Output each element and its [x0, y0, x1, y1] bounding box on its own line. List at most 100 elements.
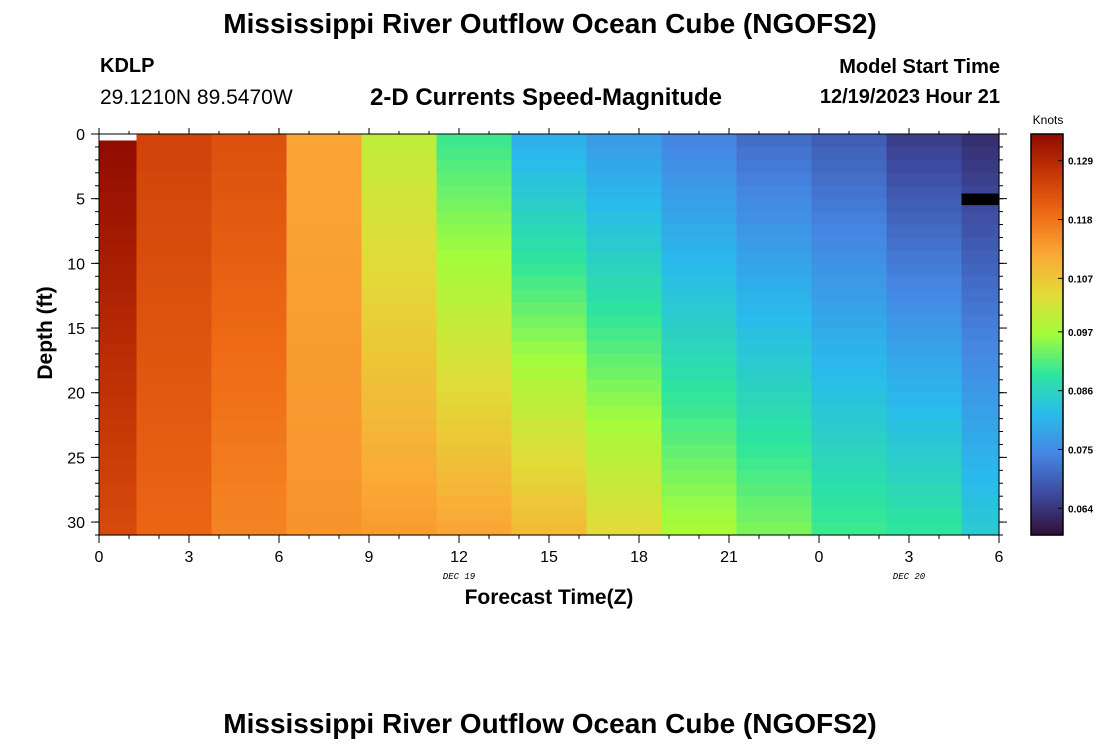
colorbar-segment — [1031, 381, 1063, 386]
heatmap-cell — [811, 340, 888, 355]
heatmap-cell — [211, 496, 288, 510]
heatmap-cell — [511, 159, 588, 174]
heatmap-cell — [286, 237, 363, 252]
colorbar-segment — [1031, 197, 1063, 202]
heatmap-cell — [886, 211, 963, 226]
heatmap-cell — [361, 392, 438, 407]
colorbar-tick-label: 0.075 — [1068, 445, 1093, 456]
heatmap-cell — [286, 263, 363, 277]
heatmap-cell — [361, 211, 438, 226]
heatmap-cell — [511, 392, 588, 407]
colorbar-segment — [1031, 374, 1063, 379]
heatmap-cell — [511, 509, 588, 523]
heatmap-cell — [811, 470, 888, 484]
heatmap-cell — [361, 224, 438, 239]
heatmap-cell — [661, 250, 738, 264]
heatmap-cell — [586, 457, 663, 471]
heatmap-cell — [886, 522, 963, 536]
x-tick-label: 15 — [540, 549, 558, 566]
colorbar-tick-label: 0.129 — [1068, 157, 1093, 168]
heatmap-cell — [886, 237, 963, 252]
heatmap-cell — [286, 185, 363, 200]
colorbar-segment — [1031, 401, 1063, 406]
heatmap-cell — [586, 366, 663, 381]
heatmap-cell — [961, 509, 1000, 523]
heatmap-cell — [211, 509, 288, 523]
colorbar-segment — [1031, 167, 1063, 172]
colorbar-segment — [1031, 264, 1063, 269]
heatmap-cell — [961, 276, 1000, 290]
heatmap-cell — [436, 211, 513, 226]
heatmap-cell — [136, 470, 213, 484]
model-start-time: 12/19/2023 Hour 21 — [819, 86, 1000, 108]
heatmap-cell — [436, 457, 513, 471]
heatmap-cell — [661, 470, 738, 484]
heatmap-cell — [586, 522, 663, 536]
colorbar-segment — [1031, 277, 1063, 282]
heatmap-cell — [586, 483, 663, 497]
colorbar-segment — [1031, 311, 1063, 316]
heatmap-cell — [436, 418, 513, 433]
colorbar-segment — [1031, 444, 1063, 449]
heatmap-cell — [586, 418, 663, 433]
colorbar-frame — [1030, 133, 1064, 536]
colorbar-segment — [1031, 187, 1063, 192]
heatmap-cell — [436, 315, 513, 329]
heatmap-cell — [736, 237, 813, 252]
date-label: DEC 19 — [443, 572, 476, 582]
heatmap-cell — [886, 250, 963, 264]
heatmap-cell — [286, 392, 363, 407]
heatmap-cell — [436, 134, 513, 148]
heatmap-cell — [361, 328, 438, 342]
heatmap-cell — [811, 289, 888, 303]
heatmap-cell — [886, 392, 963, 407]
heatmap-cell — [586, 470, 663, 484]
colorbar-segment — [1031, 217, 1063, 222]
colorbar-tick-label: 0.064 — [1068, 504, 1093, 515]
y-tick-label: 0 — [76, 127, 85, 144]
heatmap-cell — [886, 276, 963, 290]
x-tick-label: 9 — [365, 549, 374, 566]
heatmap-cell — [436, 379, 513, 394]
heatmap-cell — [99, 178, 138, 192]
heatmap-cell — [436, 172, 513, 187]
colorbar-segment — [1031, 478, 1063, 483]
heatmap-cell — [511, 405, 588, 420]
colorbar-segment — [1031, 237, 1063, 242]
heatmap-cell — [136, 250, 213, 264]
colorbar-segment — [1031, 501, 1063, 506]
heatmap-cell — [661, 340, 738, 355]
heatmap-cell — [811, 224, 888, 239]
heatmap-cell — [586, 340, 663, 355]
heatmap-cell — [586, 237, 663, 252]
heatmap-cell — [436, 185, 513, 200]
colorbar-segment — [1031, 494, 1063, 499]
x-tick-label: 6 — [275, 549, 284, 566]
heatmap-cell — [886, 302, 963, 316]
colorbar-segment — [1031, 528, 1063, 533]
colorbar-segment — [1031, 361, 1063, 366]
heatmap-cell — [436, 366, 513, 381]
heatmap-cell — [361, 250, 438, 264]
colorbar-segment — [1031, 184, 1063, 189]
heatmap-cell — [736, 366, 813, 381]
colorbar-segment — [1031, 448, 1063, 453]
colorbar-segment — [1031, 488, 1063, 493]
heatmap-cell — [211, 289, 288, 303]
heatmap-cell — [736, 276, 813, 290]
heatmap-cell — [136, 185, 213, 200]
heatmap-cell — [961, 470, 1000, 484]
heatmap-cell — [286, 159, 363, 174]
heatmap-cell — [361, 134, 438, 148]
heatmap-cell — [961, 522, 1000, 536]
heatmap-cell — [886, 366, 963, 381]
heatmap-cell — [961, 392, 1000, 407]
heatmap-cell — [361, 198, 438, 213]
colorbar-segment — [1031, 140, 1063, 145]
heatmap-cell — [99, 165, 138, 180]
heatmap-cell — [586, 509, 663, 523]
y-axis-label: Depth (ft) — [34, 286, 57, 379]
heatmap-cell — [211, 146, 288, 161]
heatmap-cell — [961, 224, 1000, 239]
